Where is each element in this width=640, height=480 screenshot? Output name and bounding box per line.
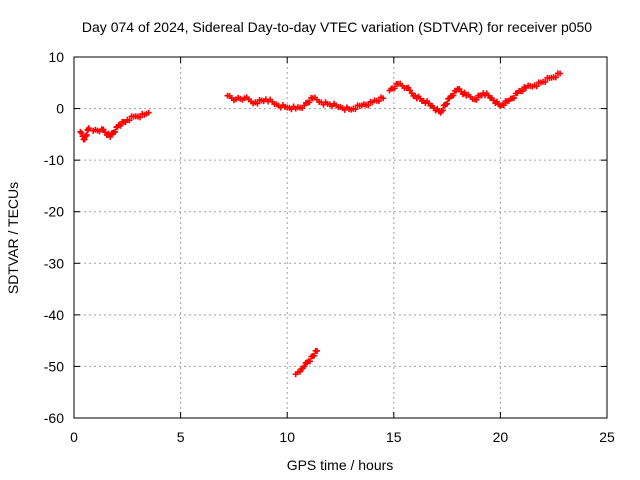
data-points: [77, 70, 564, 378]
data-point-trace: [444, 100, 451, 107]
y-tick-label: 10: [48, 49, 64, 65]
data-point-trace: [450, 92, 457, 99]
data-point-trace: [365, 102, 372, 109]
data-point-trace: [519, 88, 526, 95]
data-point-trace: [306, 99, 313, 106]
data-point-trace: [511, 94, 518, 101]
y-tick-label: -20: [44, 204, 64, 220]
data-point-trace: [137, 114, 144, 121]
data-point-trace: [533, 83, 540, 90]
data-point-trace: [461, 89, 468, 96]
data-point-trace: [311, 352, 318, 359]
data-point-trace: [306, 358, 313, 365]
y-tick-label: -40: [44, 307, 64, 323]
data-point-trace: [352, 106, 359, 113]
plot-frame: [73, 56, 608, 419]
data-point-trace: [78, 130, 85, 137]
chart-title: Day 074 of 2024, Sidereal Day-to-day VTE…: [82, 19, 592, 35]
y-tick-label: 0: [56, 101, 64, 117]
x-tick-label: 0: [70, 429, 78, 445]
x-tick-label: 15: [386, 429, 402, 445]
data-point-trace: [542, 78, 549, 85]
x-tick-label: 20: [493, 429, 509, 445]
x-tick-label: 5: [177, 429, 185, 445]
y-axis-label: SDTVAR / TECUs: [5, 182, 21, 294]
x-axis-label: GPS time / hours: [287, 457, 394, 473]
data-point-trace: [254, 100, 261, 107]
data-point-trace: [375, 98, 382, 105]
data-point: [85, 125, 92, 132]
data-point: [107, 133, 114, 140]
data-point-trace: [391, 85, 398, 92]
data-point: [557, 70, 564, 77]
y-tick-label: -30: [44, 255, 64, 271]
grid: [74, 57, 607, 418]
x-tick-label: 10: [279, 429, 295, 445]
data-point: [314, 347, 321, 354]
data-point-trace: [117, 122, 124, 129]
data-point: [380, 95, 387, 102]
data-point-trace: [552, 74, 559, 81]
data-point-trace: [112, 128, 119, 135]
data-point: [301, 363, 308, 370]
data-point-trace: [126, 117, 133, 124]
x-tick-label: 25: [599, 429, 615, 445]
data-point-trace: [500, 102, 507, 109]
data-point: [145, 109, 152, 116]
y-tick-label: -60: [44, 410, 64, 426]
y-tick-label: -50: [44, 358, 64, 374]
axis-ticks: 0 5 10 15 20 25 -60 -50 -40 -30 -20 -10 0 10: [44, 49, 615, 445]
data-point-trace: [439, 107, 446, 114]
y-tick-label: -10: [44, 152, 64, 168]
data-point-trace: [473, 96, 480, 103]
